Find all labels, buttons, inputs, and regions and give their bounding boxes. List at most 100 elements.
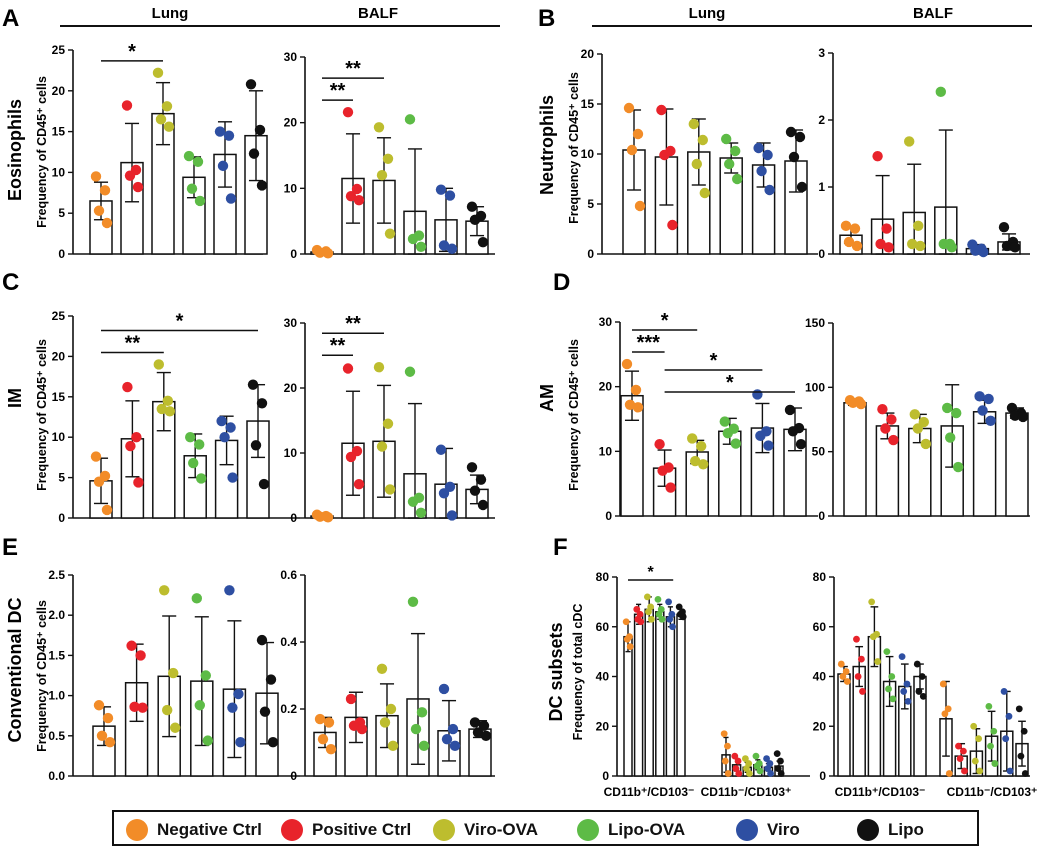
data-point [913,220,924,232]
data-point [888,673,896,680]
data-point [795,439,807,450]
panel-letter-e: E [2,534,18,561]
celltype-label-a: Eosinophils [5,99,25,201]
significance-label: * [647,564,654,581]
bar [837,673,851,777]
data-point [418,740,430,752]
chart-b-balf: 0 1 2 3 [818,46,1030,261]
data-point [256,180,268,191]
data-point [859,688,866,695]
data-point [258,478,270,490]
data-point [985,702,993,710]
data-point [353,479,365,490]
data-point [971,757,979,765]
data-point [752,752,760,760]
data-point [188,457,199,469]
x-category-label: CD11b⁺/CD103⁻ [604,785,695,799]
y-tick-label: 1 [818,180,825,194]
data-point [415,241,427,252]
y-tick-label: 0 [587,247,594,261]
chart-a-lung: 0 5 10 15 20 25 * [52,41,268,261]
data-point [634,200,646,212]
data-point [915,688,923,695]
data-point [946,242,957,253]
data-point [124,170,136,181]
chart-e-lung: 0.0 0.5 1.0 1.5 2.0 2.5 [48,568,300,783]
y-tick-label: 10 [284,446,298,460]
data-point [752,389,763,400]
data-point [785,126,797,138]
data-point [839,673,847,680]
data-point [478,720,490,731]
y-tick-label: 20 [599,380,613,394]
data-point [410,723,422,735]
data-point [953,461,964,473]
data-point [194,700,205,711]
data-point [919,693,927,700]
celltype-label-e: Conventional DC [5,597,25,742]
significance-label: * [661,310,669,332]
y-tick-label: 0 [602,769,609,783]
data-point [163,121,175,132]
data-point [227,472,238,483]
y-tick-label: 0 [58,247,65,261]
data-point [1021,770,1029,777]
data-point [961,767,968,775]
data-point [735,770,743,777]
y-tick-label: 0 [818,509,825,523]
y-tick-label: 20 [813,719,827,733]
data-point [446,243,458,254]
celltype-label-f: DC subsets [546,622,566,721]
significance-label: * [726,372,734,394]
y-tick-label: 40 [596,670,610,684]
data-point [959,747,967,755]
data-point [469,485,481,496]
data-point [90,171,102,182]
data-point [373,122,385,133]
data-point [384,484,396,495]
data-point [942,402,953,414]
data-point [855,398,867,410]
data-point [753,762,761,770]
panel-letter-d: D [553,269,570,296]
data-point [155,114,167,125]
legend-item-lipo-ova: Lipo-OVA [577,818,685,842]
legend-swatch [281,819,303,841]
data-point [132,181,144,193]
y-tick-label: 5 [58,206,65,220]
data-point [898,653,906,660]
data-point [259,706,271,717]
bar [676,613,686,777]
y-tick-label: 50 [812,445,826,459]
data-point [956,755,964,762]
data-point [407,596,419,607]
data-point [763,755,770,762]
y-tick-label: 30 [284,50,298,64]
data-point [376,170,388,181]
data-point [913,660,921,668]
legend-label: Positive Ctrl [312,820,412,839]
legend-item-viro: Viro [736,818,800,842]
chart-d-balf: 0 50 100 150 [805,316,1030,523]
data-point [126,640,137,651]
data-point [976,767,984,775]
legend-item-lipo: Lipo [857,818,924,842]
data-point [415,507,427,518]
data-point [688,118,699,130]
legend-swatch [857,819,879,841]
data-point [254,124,266,136]
bar [655,611,665,777]
data-point [794,131,806,143]
header-lung-a: Lung [152,5,189,22]
data-point [886,414,897,425]
data-point [185,432,196,443]
chart-f-left: 0 20 40 60 80 CD11b⁺/CD103⁻ CD11b⁻/CD103⁺ * [596,564,810,799]
chart-c-balf: 0 10 20 30 **** [284,313,495,525]
data-point [918,673,926,680]
data-point [970,722,978,730]
data-point [248,148,260,159]
data-point [915,240,926,252]
data-point [755,430,766,442]
y-tick-label: 20 [596,719,610,733]
